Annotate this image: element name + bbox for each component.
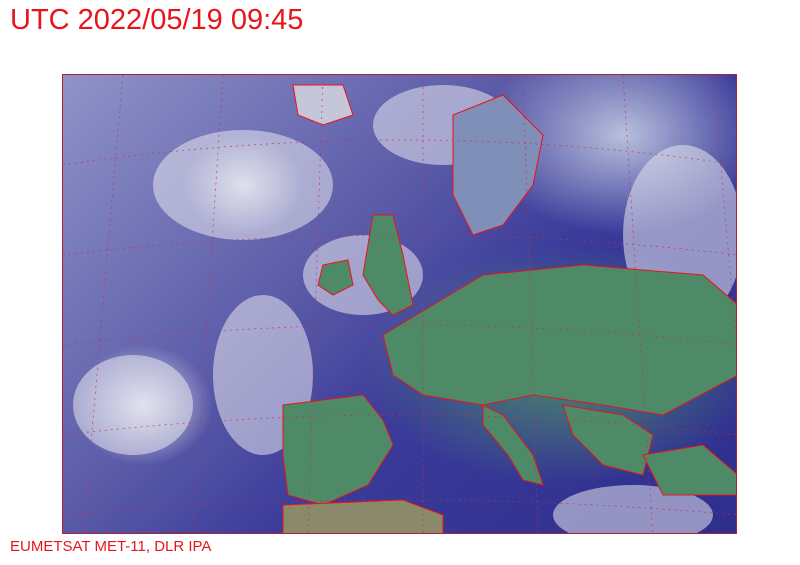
satellite-image (62, 74, 737, 534)
timestamp-title: UTC 2022/05/19 09:45 (10, 4, 304, 36)
lat-lon-grid (63, 75, 736, 533)
image-credit: EUMETSAT MET-11, DLR IPA (10, 538, 212, 555)
land-layer (282, 84, 736, 533)
satellite-overlay (63, 75, 736, 533)
